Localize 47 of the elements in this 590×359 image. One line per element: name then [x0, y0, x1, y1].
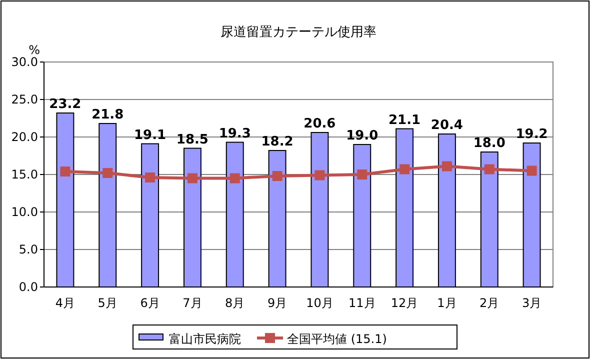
point: [102, 168, 113, 178]
point: [145, 172, 156, 182]
data-label: 19.1: [134, 128, 166, 143]
point: [357, 170, 368, 180]
data-label: 18.0: [473, 136, 506, 151]
y-tick-label: 5.0: [18, 242, 38, 256]
chart-title: 尿道留置カテーテル使用率: [220, 24, 376, 40]
x-tick-label: 9月: [267, 296, 288, 310]
x-tick-label: 4月: [55, 296, 76, 310]
point: [400, 164, 410, 174]
legend-label: 富山市民病院: [169, 332, 241, 346]
x-tick-label: 7月: [182, 296, 202, 310]
data-label: 21.8: [92, 108, 124, 122]
point: [526, 166, 537, 176]
x-tick-label: 8月: [225, 296, 245, 310]
y-tick-label: 20.0: [11, 130, 38, 144]
y-tick-label: 30.0: [11, 55, 38, 69]
data-label: 19.2: [516, 127, 548, 142]
data-label: 20.6: [304, 116, 336, 132]
data-label: 21.1: [388, 112, 421, 128]
x-tick-label: 12月: [390, 296, 418, 310]
point: [314, 170, 325, 180]
data-label: 23.2: [49, 97, 82, 112]
point: [230, 173, 240, 184]
point: [484, 164, 494, 174]
x-tick-label: 2月: [480, 296, 500, 310]
data-label: 18.2: [261, 134, 294, 150]
legend-label: 全国平均値 (15.1): [287, 332, 387, 346]
y-tick-label: 0.0: [18, 280, 38, 294]
point: [60, 166, 70, 176]
point: [272, 171, 282, 181]
x-tick-label: 6月: [140, 296, 160, 310]
point: [442, 161, 452, 172]
data-label: 20.4: [430, 118, 463, 133]
y-axis-title: %: [28, 43, 40, 57]
x-tick-label: 3月: [522, 296, 542, 310]
data-label: 19.0: [346, 128, 378, 144]
x-tick-label: 11月: [348, 296, 376, 310]
y-tick-label: 10.0: [11, 205, 38, 219]
data-label: 19.3: [218, 126, 251, 142]
point: [187, 173, 198, 184]
y-tick-label: 15.0: [11, 168, 38, 182]
x-tick-label: 5月: [98, 296, 118, 310]
data-label: 18.5: [176, 132, 208, 148]
x-tick-label: 10月: [306, 296, 334, 310]
y-tick-label: 25.0: [11, 92, 38, 106]
x-tick-label: 1月: [437, 296, 457, 310]
